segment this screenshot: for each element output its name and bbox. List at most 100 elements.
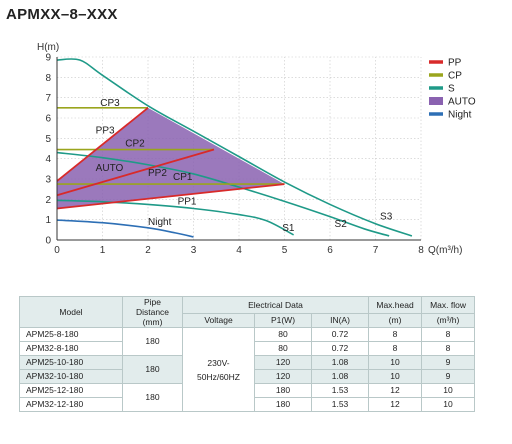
- header-electrical-data: Electrical Data: [181, 296, 370, 314]
- cell-model: APM25-12-180: [19, 383, 123, 398]
- x-tick-label: 2: [145, 245, 151, 256]
- header-max-head-unit: (m): [368, 313, 423, 328]
- legend-item-s: S: [429, 84, 455, 95]
- cell-p1: 180: [254, 383, 312, 398]
- header-p1: P1(W): [254, 313, 312, 328]
- auto-area-layer: [57, 107, 285, 209]
- table-row: APM25-10-180 180 120 1.08 10 9: [19, 355, 476, 384]
- x-axis-label: Q(m³/h): [428, 245, 462, 256]
- cell-max-head: 12: [368, 383, 423, 398]
- x-tick-label: 4: [236, 245, 242, 256]
- cell-model: APM32-8-180: [19, 341, 123, 356]
- cell-in: 0.72: [310, 341, 370, 356]
- curve-label-layer: S3 S2 S1 Night CP3 CP2 CP1 PP3 PP2 PP1 AUTO: [96, 98, 393, 234]
- legend-label: PP: [448, 58, 462, 69]
- y-tick-label: 3: [45, 175, 51, 186]
- x-tick-label: 3: [191, 245, 197, 256]
- cell-model: APM25-10-180: [19, 355, 123, 370]
- curve-pp2: [56, 148, 215, 197]
- legend-label: Night: [448, 110, 472, 121]
- y-tick-label: 8: [45, 73, 51, 84]
- cell-model: APM32-10-180: [19, 369, 123, 384]
- cell-p1: 80: [254, 327, 312, 342]
- spec-table-body: APM25-8-180 180 230V- 50Hz/60HZ 80 0.72 8 8 APM3…: [19, 327, 476, 412]
- table-row: APM32-12-180 180 1.53 12 10: [19, 397, 476, 412]
- cell-max-flow: 8: [421, 327, 476, 342]
- tick-layer: 0 1 2 3 4 5 6 7 8 0 1 2 3 4 5 6 7 8 9: [45, 53, 424, 257]
- cell-model: APM25-8-180: [19, 327, 123, 342]
- legend: PP CP S AUTO Night: [429, 58, 476, 121]
- header-max-flow: Max. flow: [421, 296, 476, 314]
- auto-area: [57, 107, 285, 209]
- curve-night: [56, 219, 194, 238]
- cell-in: 0.72: [310, 327, 370, 342]
- cell-pipe-distance: 180: [122, 327, 183, 356]
- cell-in: 1.08: [310, 355, 370, 370]
- legend-item-auto: AUTO: [429, 97, 476, 108]
- axes: H(m) Q(m³/h): [37, 42, 462, 256]
- y-tick-label: 6: [45, 114, 51, 125]
- pump-curve-chart: H(m) Q(m³/h) 0 1 2 3 4 5 6 7 8 0 1 2 3 4 5 6 7 8 9 S3 S2 S1 N…: [37, 42, 476, 257]
- curve-pp3: [56, 107, 149, 182]
- y-tick-label: 5: [45, 134, 51, 145]
- cell-p1: 120: [254, 369, 312, 384]
- cell-voltage: 230V- 50Hz/60HZ: [182, 327, 255, 412]
- table-row: APM25-8-180 180 230V- 50Hz/60HZ 80 0.72 8 8: [19, 327, 476, 412]
- cell-model: APM32-12-180: [19, 397, 123, 412]
- cell-p1: 180: [254, 397, 312, 412]
- legend-label: AUTO: [448, 97, 476, 108]
- header-pipe-distance: Pipe Distance (mm): [122, 296, 183, 328]
- curve-label-s2: S2: [335, 219, 348, 230]
- cell-max-head: 12: [368, 397, 423, 412]
- cell-p1: 80: [254, 341, 312, 356]
- curve-label-cp1: CP1: [173, 172, 193, 183]
- cell-max-flow: 10: [421, 397, 476, 412]
- header-in: IN(A): [310, 313, 370, 328]
- curve-label-s1: S1: [282, 223, 295, 234]
- x-tick-label: 0: [54, 245, 60, 256]
- y-tick-label: 2: [45, 195, 51, 206]
- cell-in: 1.53: [310, 397, 370, 412]
- y-tick-label: 1: [45, 215, 51, 226]
- cell-max-flow: 8: [421, 341, 476, 356]
- chart-title: APMXX–8–XXX: [6, 6, 118, 23]
- spec-table: Model Pipe Distance (mm) Electrical Data M…: [19, 296, 476, 412]
- y-tick-label: 4: [45, 154, 51, 165]
- x-tick-label: 8: [418, 245, 424, 256]
- curve-label-pp1: PP1: [178, 196, 197, 207]
- cell-max-head: 8: [368, 327, 423, 342]
- cell-in: 1.53: [310, 383, 370, 398]
- legend-item-pp: PP: [429, 58, 462, 69]
- legend-label: CP: [448, 71, 462, 82]
- cell-max-flow: 9: [421, 369, 476, 384]
- curve-s2: [56, 151, 390, 237]
- cell-max-head: 10: [368, 369, 423, 384]
- annotation-auto: AUTO: [96, 163, 124, 174]
- legend-item-night: Night: [429, 110, 472, 121]
- y-tick-label: 7: [45, 93, 51, 104]
- cell-pipe-distance: 180: [122, 355, 183, 384]
- cell-max-head: 8: [368, 341, 423, 356]
- header-voltage: Voltage: [182, 313, 255, 328]
- cell-max-flow: 9: [421, 355, 476, 370]
- cell-in: 1.08: [310, 369, 370, 384]
- x-tick-label: 7: [373, 245, 379, 256]
- cell-max-head: 10: [368, 355, 423, 370]
- curve-label-pp2: PP2: [148, 168, 167, 179]
- curve-label-s3: S3: [380, 212, 393, 223]
- y-tick-label: 9: [45, 53, 51, 64]
- x-tick-label: 6: [327, 245, 333, 256]
- curve-pp1: [56, 183, 285, 210]
- cell-pipe-distance: 180: [122, 383, 183, 412]
- curve-label-cp3: CP3: [100, 98, 120, 109]
- curve-label-night: Night: [148, 217, 172, 228]
- curve-label-pp3: PP3: [96, 125, 115, 136]
- cell-max-flow: 10: [421, 383, 476, 398]
- table-row: APM25-12-180 180 180 1.53 12 10: [19, 383, 476, 412]
- y-tick-label: 0: [45, 236, 51, 247]
- y-axis-label: H(m): [37, 42, 59, 53]
- legend-item-cp: CP: [429, 71, 462, 82]
- x-tick-label: 1: [100, 245, 106, 256]
- curve-s1: [56, 199, 294, 236]
- header-max-head: Max.head: [368, 296, 423, 314]
